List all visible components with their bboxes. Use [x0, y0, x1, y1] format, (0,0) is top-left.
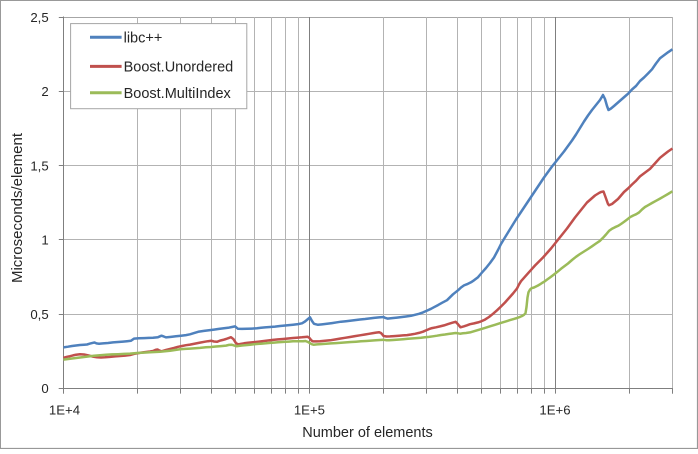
svg-text:0: 0 [41, 381, 48, 396]
svg-text:2: 2 [41, 84, 48, 99]
svg-text:Microseconds/element: Microseconds/element [9, 132, 26, 283]
svg-text:Boost.Unordered: Boost.Unordered [124, 60, 234, 76]
svg-text:0,5: 0,5 [30, 307, 48, 322]
svg-text:1E+4: 1E+4 [49, 403, 80, 418]
svg-text:1,5: 1,5 [30, 158, 48, 173]
svg-text:Boost.MultiIndex: Boost.MultiIndex [124, 86, 232, 102]
svg-text:1: 1 [41, 233, 48, 248]
svg-text:2,5: 2,5 [30, 10, 48, 25]
svg-text:libc++: libc++ [124, 31, 163, 47]
svg-text:1E+6: 1E+6 [539, 403, 570, 418]
svg-text:Number of elements: Number of elements [302, 425, 433, 441]
svg-text:1E+5: 1E+5 [294, 403, 325, 418]
